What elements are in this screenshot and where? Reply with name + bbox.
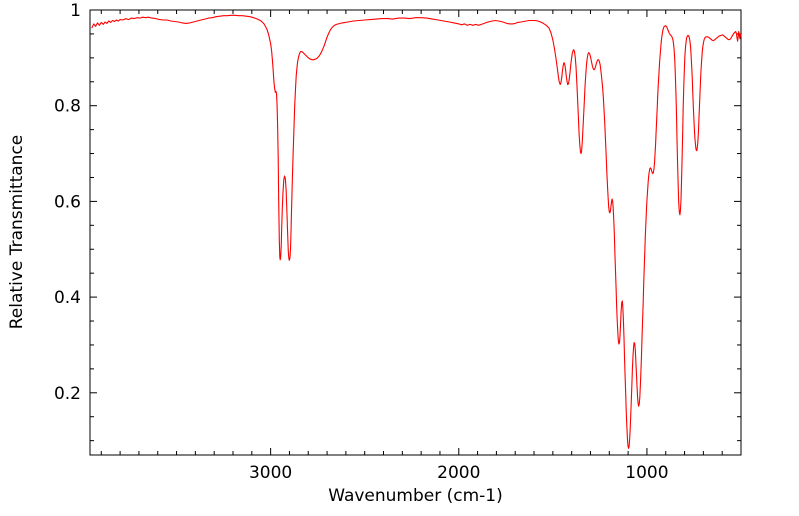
svg-text:2000: 2000 <box>437 463 480 483</box>
svg-text:0.4: 0.4 <box>54 288 81 308</box>
svg-text:1: 1 <box>70 1 81 21</box>
spectrum-line <box>91 14 742 449</box>
svg-text:0.2: 0.2 <box>54 384 81 404</box>
svg-text:1000: 1000 <box>625 463 668 483</box>
x-axis-label: Wavenumber (cm-1) <box>328 486 503 506</box>
svg-text:3000: 3000 <box>249 463 292 483</box>
y-tick-labels: 0.2 0.4 0.6 0.8 1 <box>54 1 81 404</box>
svg-text:0.6: 0.6 <box>54 192 81 212</box>
svg-text:0.8: 0.8 <box>54 97 81 117</box>
x-axis-ticks <box>100 10 742 455</box>
plot-border <box>89 9 742 456</box>
y-axis-ticks <box>90 9 741 442</box>
x-tick-labels: 3000 2000 1000 <box>249 463 669 483</box>
y-axis-label: Relative Transmittance <box>7 134 27 330</box>
